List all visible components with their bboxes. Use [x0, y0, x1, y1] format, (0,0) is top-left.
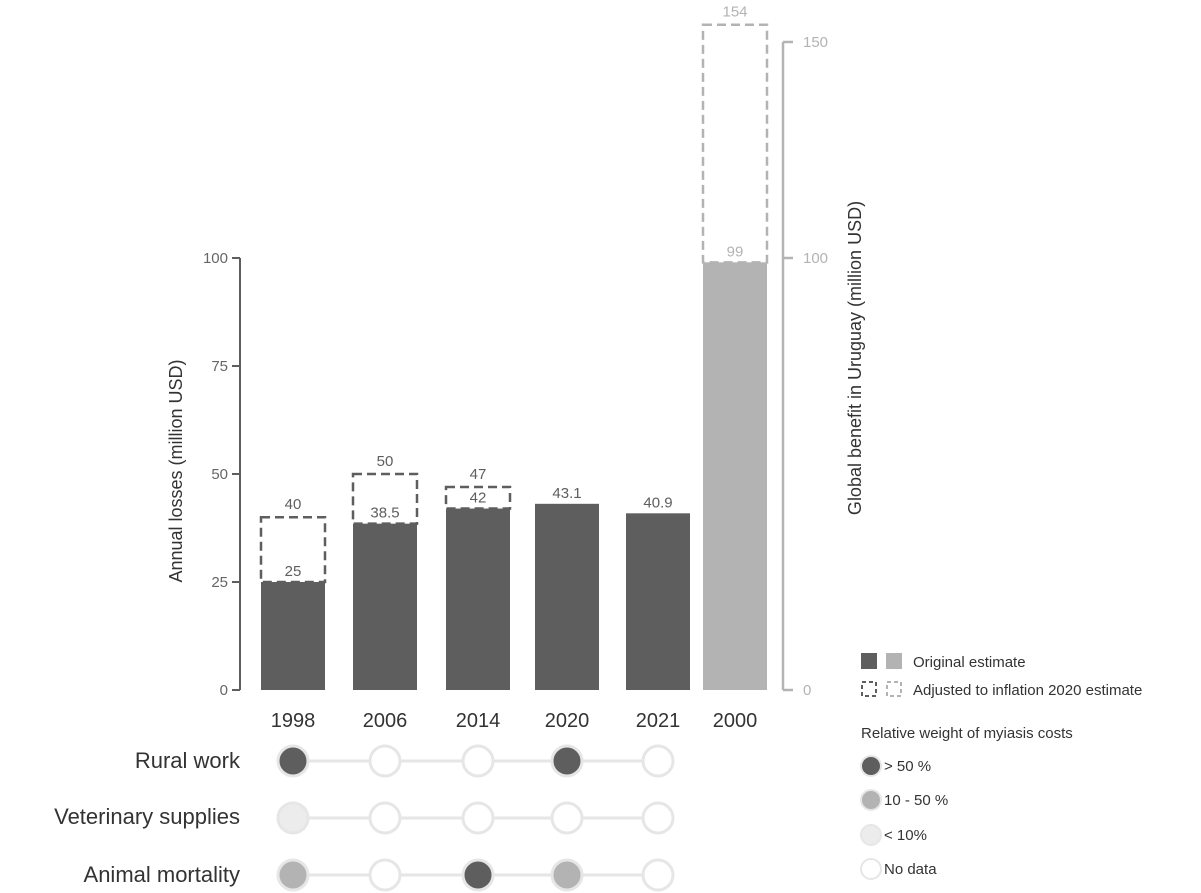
right-axis-title: Global benefit in Uruguay (million USD) — [845, 201, 865, 515]
category-label-2020: 2020 — [545, 710, 590, 732]
legend-weight-swatch — [860, 824, 882, 846]
matrix-row-label: Animal mortality — [84, 862, 240, 887]
bar-adjusted-label-2014: 47 — [470, 466, 487, 483]
matrix-dot — [641, 858, 675, 892]
category-label-1998: 1998 — [271, 710, 316, 732]
bar-original-label-2020: 43.1 — [552, 485, 581, 502]
bar-original-2006 — [353, 523, 417, 690]
legend-original-swatch-light — [886, 653, 902, 669]
bar-original-2021 — [626, 513, 690, 690]
bar-adjusted-1998 — [259, 515, 327, 584]
right-axis-tick-label: 100 — [803, 250, 828, 267]
matrix-dot — [550, 801, 584, 835]
matrix-dot — [276, 858, 310, 892]
category-label-2014: 2014 — [456, 710, 501, 732]
matrix-row-label: Rural work — [135, 748, 241, 773]
bar-original-label-2021: 40.9 — [643, 494, 672, 511]
bar-original-label-2014: 42 — [470, 490, 487, 507]
matrix-row-label: Veterinary supplies — [54, 804, 240, 829]
legend-weight-swatch — [860, 858, 882, 880]
bar-adjusted-2014 — [444, 485, 512, 510]
bar-adjusted-2006 — [351, 472, 419, 525]
legend-weight-label: No data — [884, 861, 937, 878]
legend-weight-label: > 50 % — [884, 758, 931, 775]
right-axis-tick-label: 0 — [803, 682, 811, 699]
bar-original-1998 — [261, 582, 325, 690]
matrix-dot — [276, 801, 310, 835]
left-axis-tick-label: 50 — [211, 466, 228, 483]
left-axis-tick-label: 100 — [203, 250, 228, 267]
matrix-dot — [641, 801, 675, 835]
legend-weight-label: < 10% — [884, 827, 927, 844]
bar-adjusted-label-2000: 154 — [722, 4, 747, 21]
legend-adjusted-swatch-light — [886, 681, 902, 697]
bar-original-2000 — [703, 262, 767, 690]
legend-original-swatch-dark — [861, 653, 877, 669]
bar-adjusted-label-2006: 50 — [377, 453, 394, 470]
legend-weight-swatch — [860, 755, 882, 777]
category-label-2021: 2021 — [636, 710, 681, 732]
matrix-dot — [550, 744, 584, 778]
category-label-2000: 2000 — [713, 710, 758, 732]
left-axis-tick-label: 0 — [220, 682, 228, 699]
bar-original-label-1998: 25 — [285, 563, 302, 580]
matrix-dot — [461, 801, 495, 835]
legend-weight-swatch — [860, 789, 882, 811]
matrix-dot — [368, 801, 402, 835]
matrix-dot — [461, 744, 495, 778]
legend-weight-label: 10 - 50 % — [884, 792, 948, 809]
bar-original-label-2006: 38.5 — [370, 505, 399, 522]
left-axis-title: Annual losses (million USD) — [166, 359, 186, 582]
plot-layer: 0 25 50 75 100 0 100 150 40 25 1998 50 38.5 2006 47 42 2… — [203, 4, 902, 892]
right-axis-tick-label: 150 — [803, 34, 828, 51]
bar-original-label-2000: 99 — [727, 243, 744, 260]
matrix-dot — [368, 744, 402, 778]
matrix-dot — [461, 858, 495, 892]
matrix-dot — [276, 744, 310, 778]
matrix-dot — [368, 858, 402, 892]
category-label-2006: 2006 — [363, 710, 408, 732]
bar-adjusted-2000 — [701, 23, 769, 264]
legend-original-label: Original estimate — [913, 654, 1026, 671]
bar-original-2014 — [446, 508, 510, 690]
bar-original-2020 — [535, 503, 599, 690]
matrix-dot — [641, 744, 675, 778]
matrix-dot — [550, 858, 584, 892]
legend-weight-title: Relative weight of myiasis costs — [861, 725, 1073, 742]
left-axis-tick-label: 25 — [211, 574, 228, 591]
bar-adjusted-label-1998: 40 — [285, 496, 302, 513]
left-axis-tick-label: 75 — [211, 358, 228, 375]
legend-adjusted-label: Adjusted to inflation 2020 estimate — [913, 682, 1142, 699]
legend-adjusted-swatch-dark — [861, 681, 877, 697]
